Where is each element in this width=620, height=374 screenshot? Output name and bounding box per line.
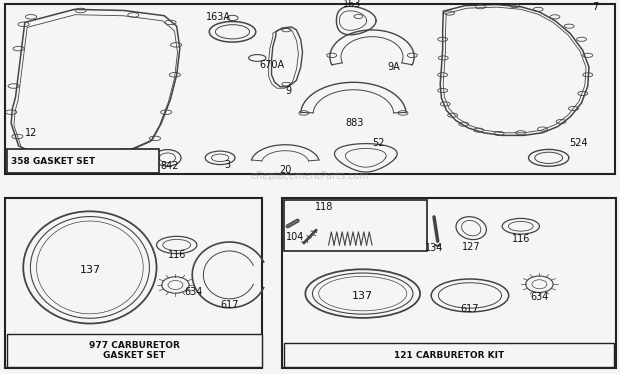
Text: 358 GASKET SET: 358 GASKET SET [11,156,95,166]
Text: 20: 20 [279,165,291,175]
Text: 9: 9 [285,86,291,96]
Text: 127: 127 [462,242,480,252]
Text: 121 CARBURETOR KIT: 121 CARBURETOR KIT [394,350,504,360]
Text: 134: 134 [425,243,443,252]
Text: 842: 842 [160,161,179,171]
Text: 7: 7 [592,3,598,12]
Text: 670A: 670A [259,61,285,70]
Text: 12: 12 [25,128,37,138]
Text: 617: 617 [461,304,479,314]
Bar [284,200,427,251]
Bar [7,334,262,367]
Bar [284,343,614,367]
Text: 977 CARBURETOR
GASKET SET: 977 CARBURETOR GASKET SET [89,341,180,360]
Text: 104: 104 [286,233,305,242]
Text: 883: 883 [345,118,364,128]
Text: 137: 137 [352,291,373,301]
Text: 617: 617 [220,300,239,310]
Text: 634: 634 [185,288,203,297]
Bar [282,198,616,368]
Bar [7,149,159,173]
Bar [5,4,615,174]
Text: 118: 118 [315,202,334,212]
Text: 137: 137 [79,265,100,275]
Text: eReplacementParts.com: eReplacementParts.com [250,171,370,181]
Text: 9A: 9A [388,62,401,72]
Text: 3: 3 [224,160,231,170]
Text: 52: 52 [372,138,384,148]
Text: 163: 163 [343,0,361,9]
Bar [5,198,262,368]
Text: 634: 634 [530,292,549,302]
Text: 116: 116 [512,234,530,244]
Text: 116: 116 [167,250,186,260]
Text: 163A: 163A [206,12,231,22]
Text: 524: 524 [569,138,588,148]
